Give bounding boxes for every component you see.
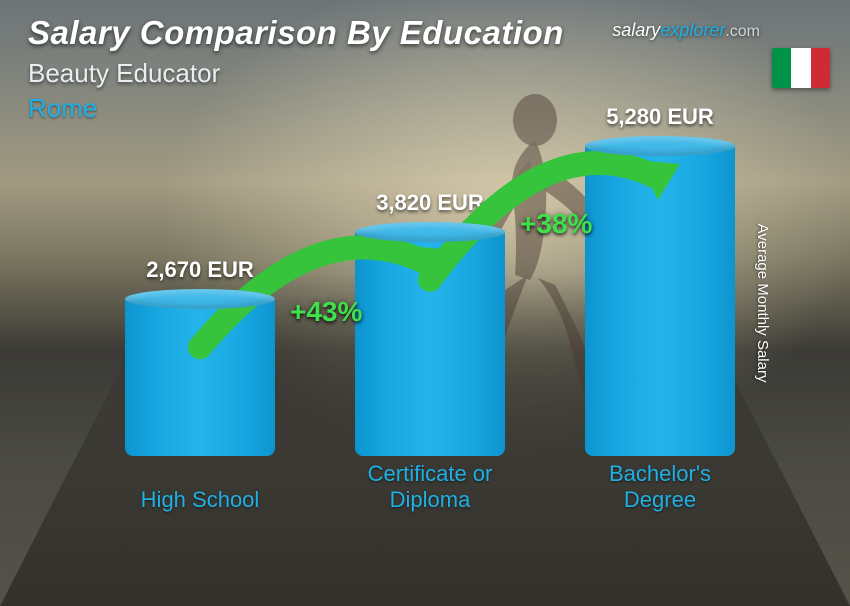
bar-label: High School — [110, 487, 290, 512]
bar-group: 3,820 EURCertificate orDiploma — [340, 232, 520, 516]
bar-value: 5,280 EUR — [606, 104, 714, 130]
bar: 3,820 EUR — [355, 232, 505, 456]
brand-suffix: .com — [725, 23, 760, 40]
chart-subtitle: Beauty Educator — [28, 58, 822, 89]
bar: 5,280 EUR — [585, 146, 735, 456]
bar-body — [585, 146, 735, 456]
bar-group: 5,280 EURBachelor'sDegree — [570, 146, 750, 516]
brand-prefix: salary — [612, 20, 660, 40]
bar-value: 3,820 EUR — [376, 190, 484, 216]
brand-watermark: salaryexplorer.com — [612, 20, 760, 41]
bar-value: 2,670 EUR — [146, 257, 254, 283]
italy-flag-icon — [772, 48, 830, 88]
bar: 2,670 EUR — [125, 299, 275, 456]
brand-accent: explorer — [660, 20, 725, 40]
bar-label: Certificate orDiploma — [340, 461, 520, 512]
increase-label: +43% — [290, 296, 362, 328]
bar-top — [355, 222, 505, 242]
bar-chart: 2,670 EURHigh School3,820 EURCertificate… — [60, 146, 780, 576]
bar-body — [125, 299, 275, 456]
bar-body — [355, 232, 505, 456]
bar-group: 2,670 EUR High School — [110, 299, 290, 516]
increase-label: +38% — [520, 208, 592, 240]
bar-top — [585, 136, 735, 156]
flag-stripe-white — [791, 48, 810, 88]
bar-top — [125, 289, 275, 309]
flag-stripe-green — [772, 48, 791, 88]
flag-stripe-red — [811, 48, 830, 88]
bar-label: Bachelor'sDegree — [570, 461, 750, 512]
